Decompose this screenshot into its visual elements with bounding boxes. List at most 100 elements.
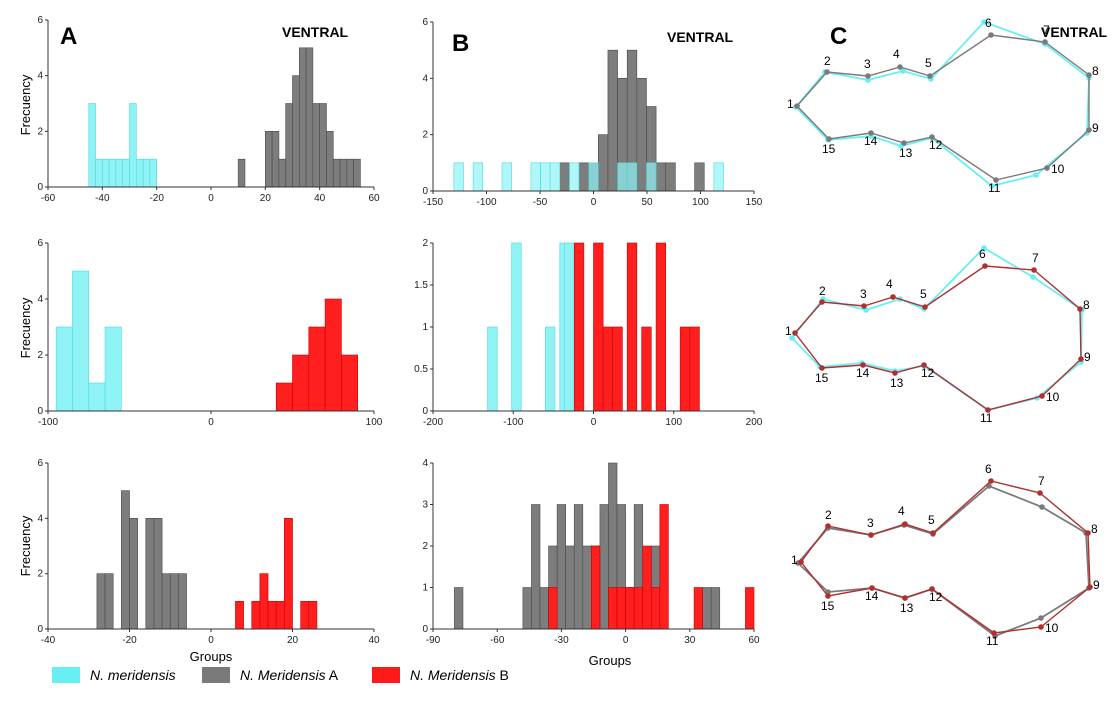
bar (612, 326, 623, 412)
y-tick-label: 0 (37, 182, 43, 193)
x-tick-label: 40 (368, 635, 380, 646)
landmark-point (825, 523, 831, 529)
bar (292, 354, 310, 412)
shape-outline (794, 265, 1082, 411)
bar (300, 601, 310, 630)
landmark-point (927, 73, 933, 79)
bar (578, 162, 589, 192)
landmark-number: 14 (864, 134, 878, 148)
ventral-label-c: VENTRAL (1041, 24, 1108, 40)
landmark-point (988, 478, 994, 484)
bar (161, 573, 171, 630)
landmark-point (929, 134, 935, 140)
bar (472, 162, 484, 192)
y-tick-label: 0 (422, 186, 428, 197)
landmark-number: 2 (824, 54, 831, 68)
landmark-point (922, 304, 928, 310)
landmark-number: 5 (925, 56, 932, 70)
bar (713, 162, 724, 192)
bar (267, 601, 277, 630)
bar (607, 49, 618, 192)
landmark-number: 4 (886, 277, 893, 291)
landmark-point (902, 595, 908, 601)
landmark-number: 1 (787, 97, 794, 111)
bar (324, 298, 342, 412)
bar (339, 158, 348, 188)
y-tick-label: 0.5 (414, 364, 428, 375)
landmark-point (826, 136, 832, 142)
landmark-point (794, 103, 800, 109)
landmark-number: 4 (893, 47, 900, 61)
y-tick-label: 4 (422, 73, 428, 84)
landmark-point (991, 630, 997, 636)
bar (522, 587, 532, 630)
shape-outline (794, 20, 1090, 187)
landmark-point (1039, 504, 1045, 510)
bar (531, 504, 541, 630)
shape-outline (796, 484, 1090, 638)
histogram-a-row3: -40 -20 0 20 40 0 2 4 6 (37, 458, 380, 646)
landmark-point (868, 532, 874, 538)
landmark-point (868, 130, 874, 136)
bar (312, 103, 320, 188)
x-axis-label-b: Groups (589, 653, 632, 668)
y-axis-label-row1: Frecuency (18, 74, 33, 135)
landmark-point (993, 177, 999, 183)
y-tick-label: 4 (37, 71, 43, 82)
landmark-number: 15 (815, 371, 829, 385)
bar (121, 490, 130, 630)
x-tick-label: -20 (122, 635, 137, 646)
landmark-point (1039, 393, 1045, 399)
landmark-point (869, 585, 875, 591)
landmark-point (1085, 530, 1091, 536)
landmark-number: 9 (1092, 121, 1099, 135)
x-tick-label: 0 (208, 417, 214, 428)
bar (129, 518, 138, 630)
landmark-point (1037, 490, 1043, 496)
x-tick-label: 0 (208, 635, 214, 646)
bar (655, 242, 667, 412)
bar (511, 242, 522, 412)
bar (454, 587, 464, 630)
bar (308, 601, 318, 630)
bar (665, 162, 676, 192)
bar (271, 131, 280, 188)
x-tick-label: 100 (692, 197, 709, 208)
landmark-point (988, 32, 994, 38)
landmark-number: 13 (900, 601, 914, 615)
bar (602, 326, 614, 412)
legend-label: N. meridensis (90, 667, 176, 683)
bar (284, 518, 293, 630)
x-tick-label: -20 (149, 193, 164, 204)
landmark-number: 3 (860, 287, 867, 301)
x-tick-label: 30 (684, 635, 696, 646)
landmark-number: 6 (979, 247, 986, 261)
x-tick-label: 0 (623, 635, 629, 646)
landmark-point (929, 586, 935, 592)
bar (178, 573, 187, 630)
x-axis-label-a: Groups (190, 649, 233, 664)
y-tick-label: 0 (37, 624, 43, 635)
landmark-number: 3 (867, 516, 874, 530)
landmark-number: 10 (1046, 390, 1060, 404)
bar (549, 162, 561, 192)
bar (149, 158, 157, 188)
bar (573, 504, 584, 630)
x-tick-label: -200 (423, 417, 443, 428)
x-tick-label: -150 (423, 197, 443, 208)
legend-label: N. Meridensis A (240, 667, 339, 683)
panel-letter-a: A (60, 23, 77, 50)
bar (655, 162, 667, 192)
bar (96, 573, 106, 630)
bar (122, 158, 130, 188)
bar (308, 326, 326, 412)
landmark-number: 2 (825, 508, 832, 522)
landmark-point (981, 19, 987, 25)
bar (617, 162, 628, 192)
landmark-number: 15 (822, 142, 836, 156)
landmark-number: 9 (1084, 350, 1091, 364)
landmark-number: 11 (986, 634, 999, 648)
shape-outline (800, 480, 1091, 634)
x-tick-label: 50 (641, 197, 653, 208)
landmark-point (897, 64, 903, 70)
